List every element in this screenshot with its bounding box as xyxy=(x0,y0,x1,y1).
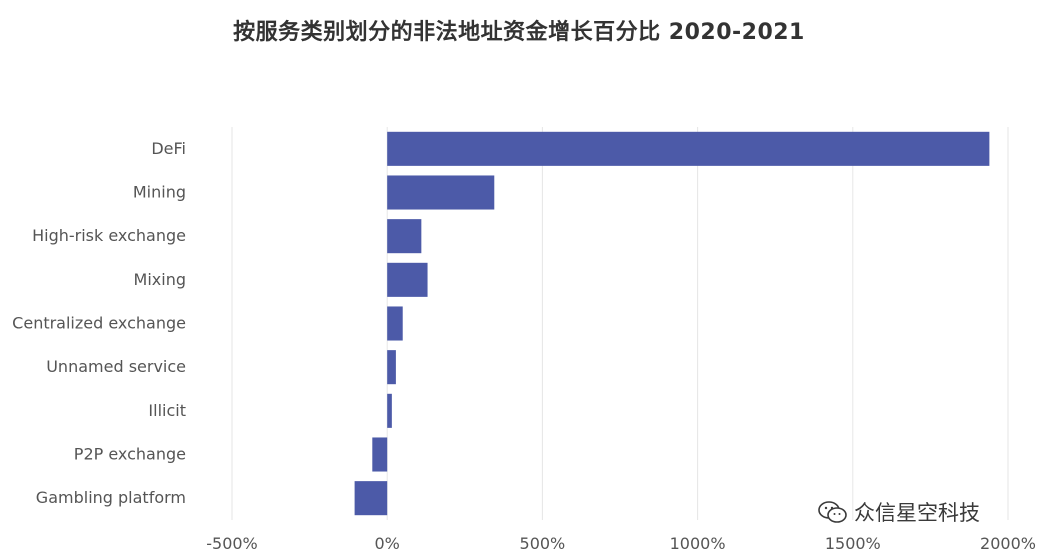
category-label: Mixing xyxy=(134,270,186,289)
x-tick-label: -500% xyxy=(206,534,258,553)
x-tick-label: 1500% xyxy=(825,534,881,553)
bar xyxy=(387,350,396,385)
category-label: Mining xyxy=(133,183,186,202)
category-label: DeFi xyxy=(151,139,186,158)
bar xyxy=(387,262,428,297)
category-label: Gambling platform xyxy=(36,488,186,507)
category-label: High-risk exchange xyxy=(32,226,186,245)
watermark: 众信星空科技 xyxy=(818,497,980,527)
category-label: Unnamed service xyxy=(46,357,186,376)
x-tick-label: 1000% xyxy=(670,534,726,553)
category-label: Illicit xyxy=(148,401,186,420)
chart-title: 按服务类别划分的非法地址资金增长百分比 2020-2021 xyxy=(233,20,805,45)
bar xyxy=(387,131,990,166)
watermark-text: 众信星空科技 xyxy=(854,501,980,525)
x-tick-label: 0% xyxy=(375,534,400,553)
x-tick-label: 500% xyxy=(520,534,566,553)
wechat-icon xyxy=(818,501,847,523)
category-label: P2P exchange xyxy=(74,445,186,464)
bar xyxy=(372,437,388,472)
category-label: Centralized exchange xyxy=(12,314,186,333)
bar xyxy=(387,175,495,210)
bar xyxy=(387,306,403,341)
bars xyxy=(354,131,990,516)
category-labels: DeFi Mining High-risk exchange Mixing Centra… xyxy=(12,139,186,507)
bar xyxy=(354,481,388,516)
bar xyxy=(387,393,392,428)
x-tick-labels: -500% 0% 500% 1000% 1500% 2000% xyxy=(206,534,1036,553)
grid-lines xyxy=(231,127,1009,520)
bar xyxy=(387,219,422,254)
x-tick-label: 2000% xyxy=(980,534,1036,553)
